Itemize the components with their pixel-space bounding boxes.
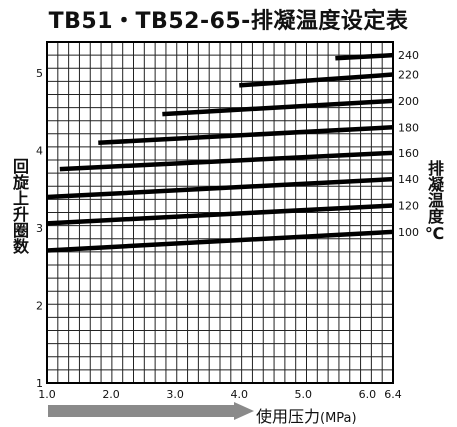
series-line-160: [59, 150, 394, 172]
series-label-240: 240: [398, 49, 419, 62]
series-line-220: [239, 72, 394, 88]
x-tick-label: 3.0: [166, 388, 184, 401]
series-label-180: 180: [398, 121, 419, 134]
series-line-180: [98, 125, 394, 145]
series-label-120: 120: [398, 200, 419, 213]
x-axis-label: 使用压力(MPa): [256, 403, 357, 427]
series-label-160: 160: [398, 147, 419, 160]
x-axis-arrow-icon: [48, 402, 254, 420]
series-line-100: [46, 229, 394, 253]
x-tick-label: 6.0: [359, 388, 377, 401]
y-tick-label: 4: [36, 145, 43, 158]
y-tick-label: 1: [36, 377, 43, 390]
series-line-140: [46, 176, 394, 200]
x-axis-label-text: 使用压力: [256, 407, 321, 426]
x-tick-label: 2.0: [102, 388, 120, 401]
series-line-240: [335, 52, 394, 61]
series-label-220: 220: [398, 69, 419, 82]
x-tick-label: 6.4: [384, 388, 402, 401]
series-label-140: 140: [398, 173, 419, 186]
y-tick-labels: 1 2 3 4 5: [36, 67, 43, 390]
series-line-200: [162, 98, 394, 117]
y-axis-label: 回旋上升圈数: [10, 158, 29, 254]
x-tick-labels: 1.0 2.0 3.0 4.0 5.0 6.0 6.4: [38, 388, 402, 401]
y-tick-label: 5: [36, 67, 43, 80]
x-axis-label-unit: (MPa): [320, 411, 357, 426]
plot-frame: [46, 41, 394, 384]
plot-border: [46, 41, 394, 384]
y-tick-label: 3: [36, 222, 43, 235]
series-label-100: 100: [398, 226, 419, 239]
y-tick-label: 2: [36, 300, 43, 313]
series-labels: 100 120 140 160 180 200 220 240: [398, 49, 419, 239]
x-tick-label: 4.0: [230, 388, 248, 401]
x-tick-label: 5.0: [295, 388, 313, 401]
series-axis-label: 排凝温度℃: [425, 160, 444, 243]
series-label-200: 200: [398, 95, 419, 108]
series-line-120: [46, 203, 394, 226]
series-lines: [46, 52, 394, 253]
x-tick-label: 1.0: [38, 388, 56, 401]
chart-title: TB51・TB52-65-排凝温度设定表: [48, 9, 409, 34]
